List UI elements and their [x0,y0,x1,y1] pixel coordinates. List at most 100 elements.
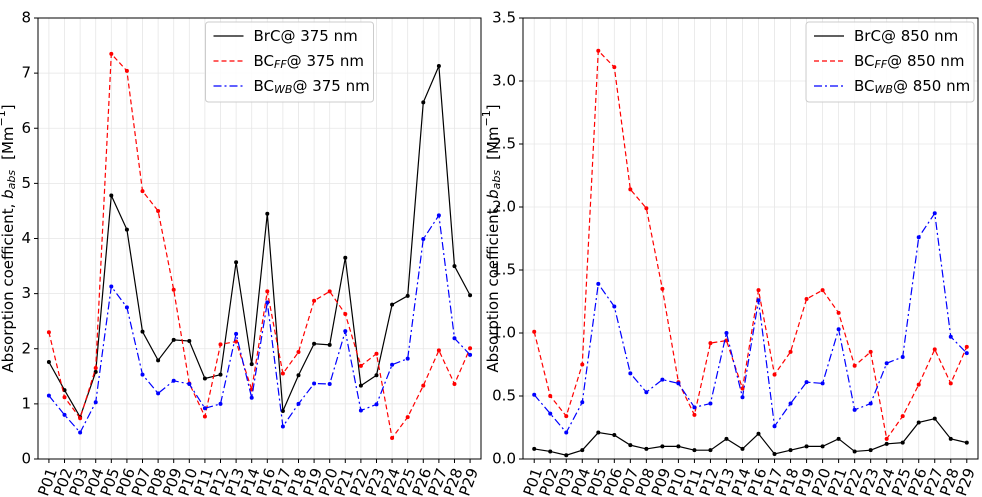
data-point [343,255,348,260]
legend-part: @ 375 nm [280,27,357,45]
data-point [249,362,254,367]
data-point [772,372,777,377]
legend-part: FF [274,58,287,71]
data-point [964,351,969,356]
legend-label: BCWB@ 850 nm [854,77,970,97]
legend-part: BC [854,77,875,95]
legend-part: @ 850 nm [893,77,970,95]
plot-frame [37,17,482,460]
data-point [820,444,825,449]
y-label-part: [Mm [484,126,502,159]
legend-part: BrC [254,27,281,45]
data-point [852,363,857,368]
data-point [109,193,114,198]
data-point [62,412,67,417]
data-point [390,362,395,367]
data-point [772,451,777,456]
data-point [171,287,176,292]
data-point [124,68,129,73]
y-label-part: ] [0,104,17,110]
data-point [628,187,633,192]
y-tick-label: 0 [21,450,31,468]
data-point [692,412,697,417]
legend-part: FF [875,58,888,71]
legend-label: BrC@ 375 nm [254,27,358,45]
legend-part: WB [875,83,893,96]
data-point [468,293,473,298]
data-point [820,288,825,293]
data-point [156,208,161,213]
data-point [140,329,145,334]
data-point [343,312,348,317]
data-point [740,395,745,400]
legend-box [805,21,975,103]
legend-part: @ 850 nm [887,52,964,70]
series-line [48,213,471,434]
series-line [48,52,471,440]
data-point [62,395,67,400]
data-point [836,310,841,315]
y-label-part: ] [484,104,502,110]
data-point [452,264,457,269]
data-point [612,65,617,70]
legend-label: BrC@ 850 nm [854,27,958,45]
data-point [852,449,857,454]
data-point [756,431,761,436]
data-point [452,382,457,387]
data-point [564,414,569,419]
data-point [421,237,426,242]
data-point [676,381,681,386]
data-point [964,344,969,349]
data-point [804,380,809,385]
data-point [234,260,239,265]
data-point [93,366,98,371]
data-point [405,356,410,361]
data-point [312,298,317,303]
data-point [468,352,473,357]
y-tick-label: 0.5 [492,387,516,405]
data-point [436,63,441,68]
data-point [868,448,873,453]
data-point [421,100,426,105]
data-point [312,341,317,346]
data-point [852,407,857,412]
data-point [916,420,921,425]
series-line [533,211,968,434]
data-point [932,416,937,421]
data-point [46,330,51,335]
data-point [724,331,729,335]
y-label-part: [Mm [0,126,17,159]
data-point [140,372,145,377]
data-point [436,213,441,218]
data-point [948,381,953,386]
legend-part: BC [254,52,275,70]
data-point [740,386,745,391]
data-point [916,382,921,387]
chart-panel: 012345678P01P02P03P04P05P06P07P08P09P10P… [0,9,482,497]
y-label-part: −1 [480,110,493,126]
data-point [932,347,937,352]
series-line [48,65,471,419]
data-point [788,448,793,453]
data-point [724,338,729,343]
y-tick-label: 3.5 [492,9,516,27]
data-point [187,382,192,387]
data-point [884,436,889,441]
data-point [948,334,953,339]
y-tick-label: 0.0 [492,450,516,468]
data-point [788,401,793,406]
data-point [93,400,98,405]
y-label-part: abs [5,170,18,190]
data-point [296,401,301,406]
data-point [327,289,332,294]
y-label-part: Absorption coefficient, [484,199,502,373]
data-point [46,393,51,398]
data-point [612,304,617,309]
y-tick-label: 5 [21,174,31,192]
data-point [218,372,223,377]
data-point [628,371,633,376]
legend-part: BC [854,52,875,70]
data-point [580,400,585,405]
data-point [202,406,207,411]
data-point [234,331,239,336]
